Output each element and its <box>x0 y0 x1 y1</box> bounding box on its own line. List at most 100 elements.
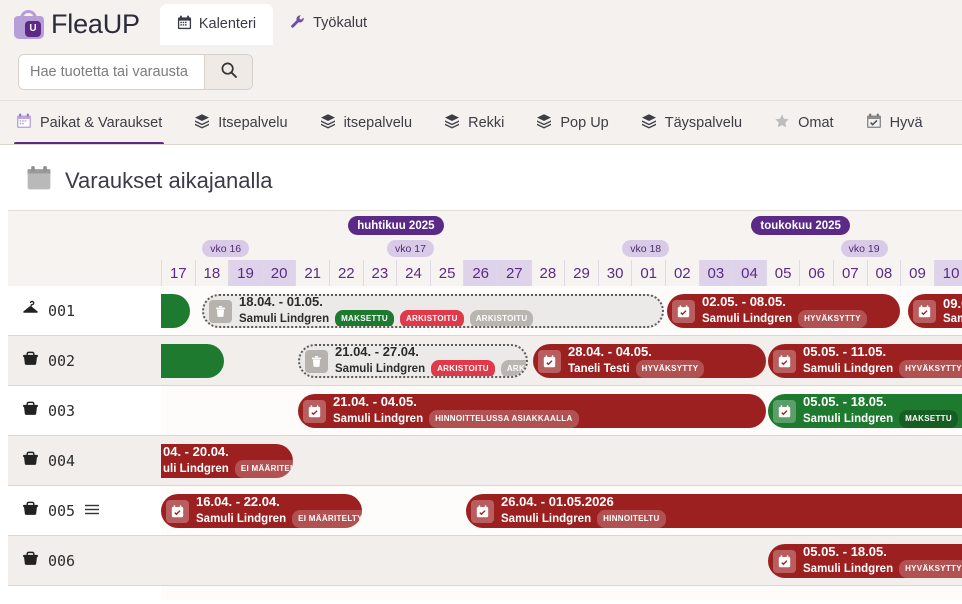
booking-dates: 05.05. - 18.05. <box>803 394 887 409</box>
day-column-header[interactable]: 03 <box>698 260 733 286</box>
booking-bar[interactable]: 26.04. - 01.05.2026 Samuli Lindgren HINNOI… <box>466 494 962 528</box>
status-badge: HYVÄKSYTTY <box>899 359 962 378</box>
day-column-header[interactable]: 25 <box>429 260 464 286</box>
nav-item-hyv[interactable]: Hyvä <box>850 101 939 145</box>
day-column-header[interactable]: 04 <box>732 260 766 286</box>
tab-tyokalut[interactable]: Työkalut <box>273 3 384 46</box>
booking-text: 21.04. - 27.04. Samuli Lindgren ARKISTOITU… <box>335 346 526 376</box>
status-badge: ARKISTOITU <box>431 359 495 376</box>
booking-bar[interactable]: 02.05. - 08.05. Samuli Lindgren HYVÄKSYTTY <box>667 294 900 328</box>
nav-item-t-yspalvelu[interactable]: Täyspalvelu <box>625 101 758 145</box>
day-column-header[interactable]: 07 <box>833 260 867 286</box>
day-column-header[interactable]: 05 <box>765 260 800 286</box>
day-column-header[interactable]: 10 <box>933 260 962 286</box>
day-column-header[interactable]: 19 <box>228 260 262 286</box>
trash-icon <box>305 349 328 373</box>
booking-bar[interactable]: 16.04. - 22.04. Samuli Lindgren EI MÄÄRITE… <box>161 494 362 528</box>
nav-item-label: itsepalvelu <box>343 115 413 131</box>
month-pill: huhtikuu 2025 <box>348 216 444 235</box>
day-column-header[interactable]: 02 <box>665 260 699 286</box>
row-label-004[interactable]: 004 <box>8 436 161 486</box>
row-label-001[interactable]: 001 <box>8 286 161 336</box>
basket-icon <box>22 550 39 571</box>
status-badge: EI MÄÄRITELTY <box>234 459 293 478</box>
booking-bar[interactable]: 21.04. - 04.05. Samuli Lindgren HINNOITTEL… <box>298 394 766 428</box>
page-title-row: Varaukset aikajanalla <box>0 145 962 210</box>
booking-customer-name: Samuli Lindgren <box>803 362 894 375</box>
nav-item-pop-up[interactable]: Pop Up <box>520 101 624 145</box>
booking-bar[interactable]: 05.05. - 18.05.Samuli LindgrenMAKSETTUHY… <box>768 394 962 428</box>
row-menu-icon[interactable] <box>84 502 100 520</box>
day-column-header[interactable]: 01 <box>631 260 665 286</box>
booking-dates: 16.04. - 22.04. <box>196 494 280 509</box>
day-column-header[interactable]: 26 <box>463 260 497 286</box>
booking-timeline[interactable]: huhtikuu 2025 toukokuu 2025 vko 16 vko 17 vk… <box>8 210 962 600</box>
day-column-header[interactable]: 08 <box>866 260 901 286</box>
nav-item-itsepalvelu[interactable]: itsepalvelu <box>304 101 429 145</box>
booking-meta: Samuli Lindgren HINNOITELTU <box>501 509 666 528</box>
booking-text: 05.05. - 18.05.Samuli LindgrenMAKSETTUHY… <box>803 394 962 428</box>
row-label-006[interactable]: 006 <box>8 536 161 586</box>
booking-dates: 09.05. <box>943 295 962 311</box>
booking-meta: Samuli Lindgren HYVÄKSYTTY <box>803 359 962 378</box>
day-column-header[interactable]: 23 <box>362 260 397 286</box>
day-column-header[interactable]: 17 <box>161 260 195 286</box>
nav-item-itsepalvelu[interactable]: Itsepalvelu <box>178 101 303 145</box>
status-badge: EI MÄÄRITELTY <box>292 509 362 528</box>
booking-text: 16.04. - 22.04. Samuli Lindgren EI MÄÄRITE… <box>196 494 362 528</box>
timeline-row-track[interactable] <box>161 586 962 600</box>
booking-bar[interactable]: 18.04. - 01.05. Samuli Lindgren MAKSETTU AR… <box>202 294 664 328</box>
day-column-header[interactable]: 28 <box>530 260 565 286</box>
day-column-header[interactable]: 06 <box>799 260 833 286</box>
calendar-check-icon <box>773 399 796 423</box>
day-column-header[interactable]: 20 <box>261 260 296 286</box>
booking-bar[interactable]: 21.04. - 27.04. Samuli Lindgren ARKISTOITU… <box>298 344 528 378</box>
nav-item-rekki[interactable]: Rekki <box>428 101 520 145</box>
day-column-header[interactable]: 27 <box>497 260 531 286</box>
day-column-header[interactable]: 18 <box>194 260 229 286</box>
booking-customer-name: Taneli Testi <box>568 362 630 375</box>
calendar-check-icon <box>866 113 882 133</box>
day-column-header[interactable]: 30 <box>597 260 632 286</box>
search-box[interactable] <box>18 54 253 90</box>
search-input[interactable] <box>19 55 204 89</box>
row-label-text: 006 <box>48 551 76 570</box>
booking-customer-name: Samuli Lindgren <box>196 512 287 525</box>
tab-kalenteri[interactable]: Kalenteri <box>159 3 274 45</box>
booking-bar[interactable]: 28.04. - 04.05. Taneli Testi HYVÄKSYTTY <box>533 344 766 378</box>
day-column-header[interactable]: 21 <box>295 260 329 286</box>
nav-item-label: Itsepalvelu <box>218 115 288 131</box>
calendar-icon <box>177 15 192 34</box>
row-label-003[interactable]: 003 <box>8 386 161 436</box>
booking-text: 09.05.Samuli <box>943 295 962 326</box>
day-column-header[interactable]: 22 <box>329 260 363 286</box>
booking-text: 28.04. - 04.05. Taneli Testi HYVÄKSYTTY <box>568 344 705 378</box>
day-column-header[interactable]: 24 <box>396 260 430 286</box>
nav-item-paikat-varaukset[interactable]: Paikat & Varaukset <box>0 101 178 145</box>
day-column-header[interactable]: 09 <box>900 260 934 286</box>
booking-meta: Samuli Lindgren ARKISTOITU ARKISTOITU <box>335 359 526 376</box>
status-badge: ARKISTOITU <box>500 359 526 376</box>
booking-text: 26.04. - 01.05.2026 Samuli Lindgren HINNOI… <box>501 494 666 528</box>
status-badge: HYVÄKSYTTY <box>798 309 867 328</box>
booking-bar[interactable]: 05.05. - 11.05. Samuli Lindgren HYVÄKSYTTY <box>768 344 962 378</box>
nav-item-label: Täyspalvelu <box>664 115 743 131</box>
nav-divider <box>0 144 962 145</box>
booking-text: 21.04. - 04.05. Samuli Lindgren HINNOITTEL… <box>333 394 579 428</box>
row-label-007[interactable]: 007 <box>8 586 161 600</box>
row-label-005[interactable]: 005 <box>8 486 161 536</box>
status-badge: MAKSETTU <box>335 309 394 326</box>
basket-icon <box>22 500 39 521</box>
brand-name: FleaUP <box>51 9 140 39</box>
row-label-002[interactable]: 002 <box>8 336 161 386</box>
booking-customer-name: Samuli Lindgren <box>702 312 793 325</box>
booking-bar[interactable]: 05.05. - 18.05. Samuli Lindgren HYVÄKSYTTY <box>768 544 962 578</box>
timeline-body[interactable]: 001002003004005006007LTY18.04. - 01.05.S… <box>8 286 962 600</box>
brand-logo[interactable]: FleaUP <box>14 9 140 44</box>
layers-icon <box>320 113 336 133</box>
day-column-header[interactable]: 29 <box>564 260 598 286</box>
search-button[interactable] <box>204 55 252 89</box>
timeline-row-track[interactable] <box>161 436 962 486</box>
nav-item-omat[interactable]: Omat <box>758 101 849 145</box>
booking-bar[interactable]: 09.05.Samuli <box>908 294 962 328</box>
